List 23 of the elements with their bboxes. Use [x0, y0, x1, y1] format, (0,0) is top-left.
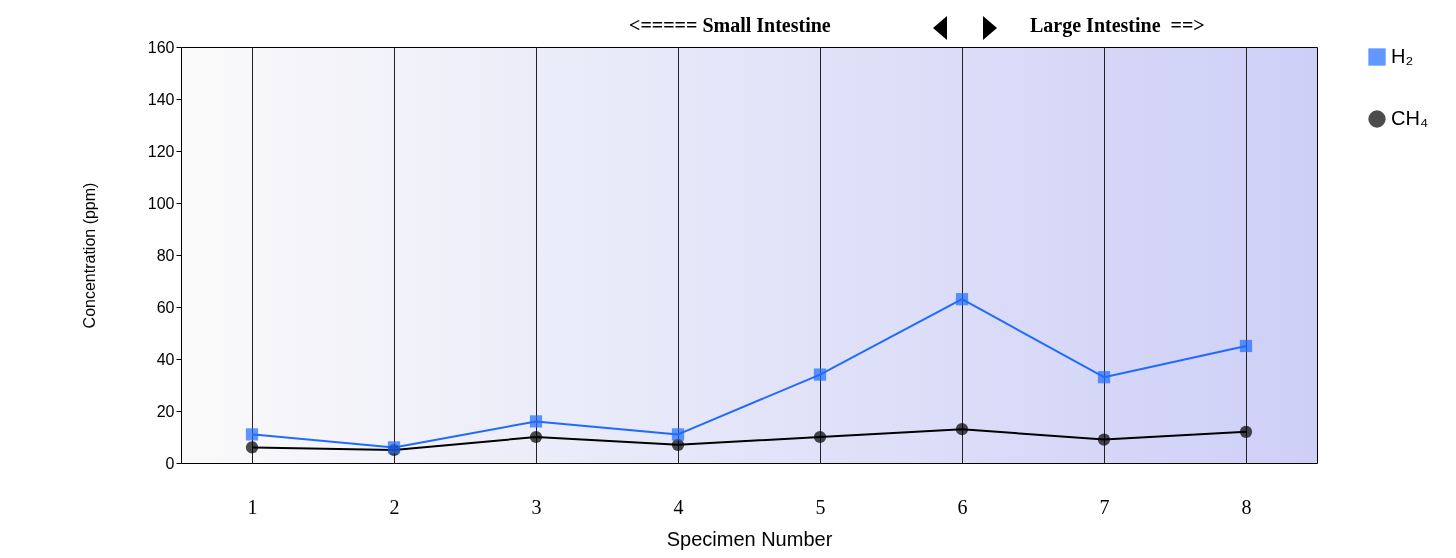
y-tick-label: 80 — [156, 246, 175, 264]
x-tick-label: 2 — [389, 495, 400, 518]
x-tick-label: 1 — [247, 495, 258, 518]
legend-label: H₂ — [1391, 45, 1414, 67]
x-tick-label: 4 — [673, 495, 684, 518]
x-tick-label: 6 — [957, 495, 968, 518]
x-tick-label: 7 — [1099, 495, 1110, 518]
y-tick-label: 140 — [147, 90, 175, 108]
x-tick-label: 3 — [531, 495, 542, 518]
legend-label: CH₄ — [1391, 107, 1429, 129]
y-tick-label: 160 — [147, 38, 175, 56]
x-tick-label: 5 — [815, 495, 826, 518]
y-tick-label: 0 — [165, 454, 175, 472]
y-tick-label: 100 — [147, 194, 175, 212]
y-tick-label: 120 — [147, 142, 175, 160]
x-tick-label: 8 — [1241, 495, 1252, 518]
y-tick-label: 20 — [156, 402, 175, 420]
text: Large Intestine ==> — [1030, 14, 1205, 37]
y-axis-title: Concentration (ppm) — [80, 182, 98, 329]
x-axis-title: Specimen Number — [666, 527, 833, 550]
y-tick-label: 60 — [156, 298, 175, 316]
y-tick-label: 40 — [156, 350, 175, 368]
text: <===== Small Intestine — [629, 14, 831, 37]
